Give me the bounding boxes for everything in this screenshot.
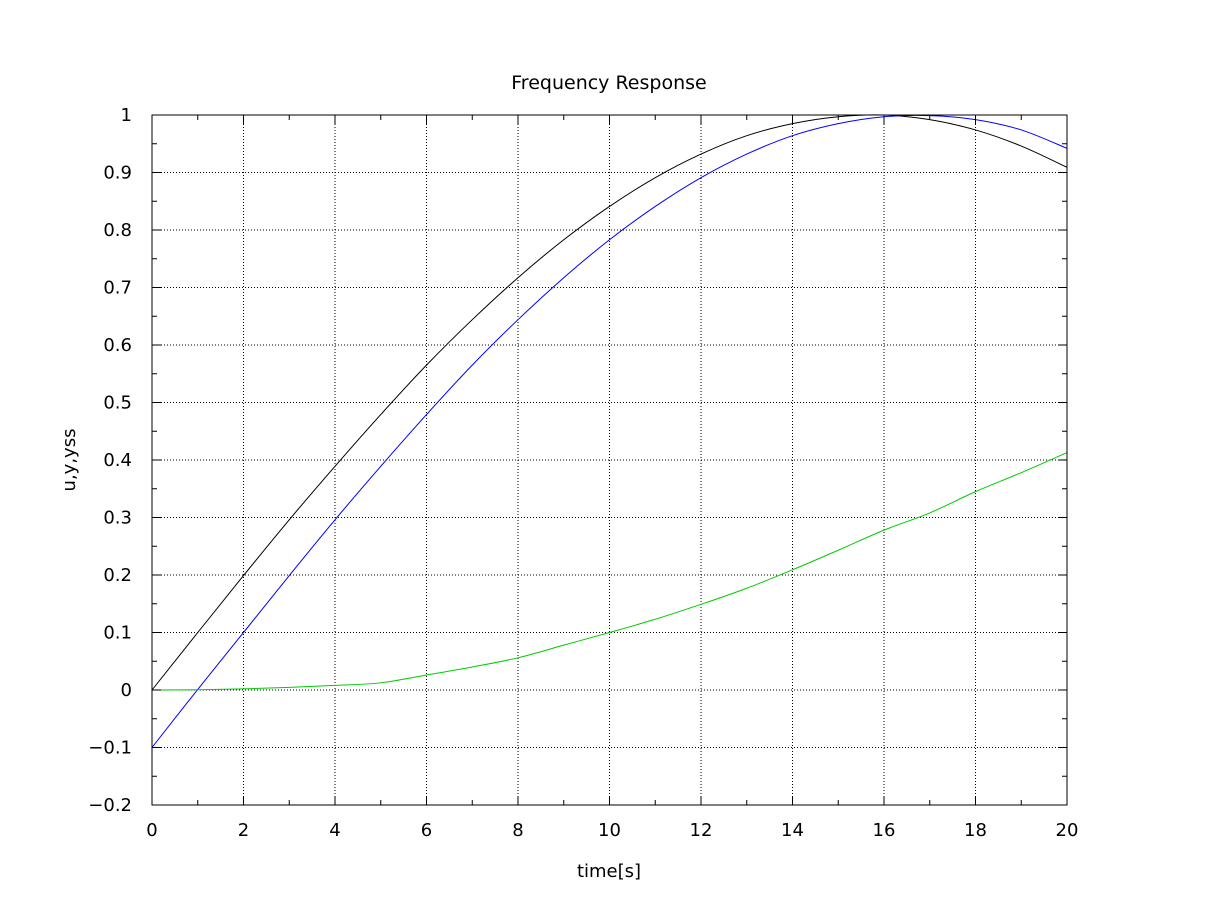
y-tick-label: −0.1: [88, 738, 132, 759]
y-axis-ticks: −0.2 −0.1 0 0.1 0.2 0.3 0.4 0.5 0.6 0.7 0.8 0.9 1: [88, 105, 1067, 816]
series-line-3: [152, 452, 1067, 691]
x-tick-label: 18: [964, 820, 987, 841]
y-tick-label: 0.8: [103, 220, 132, 241]
x-tick-label: 0: [146, 820, 157, 841]
y-tick-label: 0.1: [103, 623, 132, 644]
x-tick-label: 2: [238, 820, 249, 841]
grid: [152, 115, 1067, 805]
chart-title: Frequency Response: [511, 72, 706, 94]
x-tick-label: 8: [512, 820, 523, 841]
x-tick-label: 4: [329, 820, 340, 841]
y-tick-label: 0.5: [103, 393, 132, 414]
x-tick-label: 6: [421, 820, 432, 841]
y-tick-label: −0.2: [88, 795, 132, 816]
y-tick-label: 0.4: [103, 450, 132, 471]
series-line-1: [152, 114, 1067, 691]
y-tick-label: 0.9: [103, 163, 132, 184]
y-tick-label: 0.2: [103, 565, 132, 586]
y-tick-label: 1: [121, 105, 132, 126]
y-axis-label: u,y,yss: [59, 429, 80, 492]
x-tick-label: 10: [598, 820, 621, 841]
minor-ticks: [152, 115, 1067, 805]
x-axis-ticks: 0 2 4 6 8 10 12 14 16 18 20: [146, 115, 1078, 841]
x-axis-label: time[s]: [577, 861, 641, 882]
x-tick-label: 14: [781, 820, 804, 841]
x-tick-label: 20: [1056, 820, 1079, 841]
y-tick-label: 0.7: [103, 278, 132, 299]
y-tick-label: 0.6: [103, 335, 132, 356]
x-tick-label: 16: [873, 820, 896, 841]
y-tick-label: 0: [121, 680, 132, 701]
y-tick-label: 0.3: [103, 508, 132, 529]
x-tick-label: 12: [690, 820, 713, 841]
